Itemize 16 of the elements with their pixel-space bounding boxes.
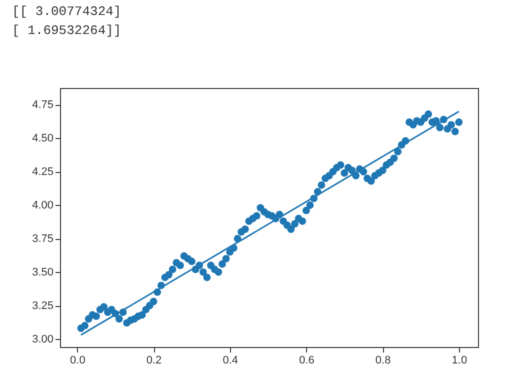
- y-tick-label: 3.25: [32, 300, 54, 312]
- x-tick-label: 0.4: [222, 354, 238, 366]
- x-tick-label: 0.6: [299, 354, 314, 366]
- y-tick-label: 3.50: [32, 266, 54, 279]
- y-tick-label: 3.00: [32, 333, 54, 346]
- y-tick-label: 4.25: [32, 166, 54, 178]
- text: [[ 3.00774324]: [12, 4, 122, 19]
- x-tick-label: 0.0: [70, 354, 86, 366]
- x-tick-label: 1.0: [452, 354, 468, 366]
- text: [ 1.69532264]]: [12, 23, 122, 38]
- x-tick-label: 0.8: [375, 354, 391, 366]
- y-tick-label: 4.75: [32, 99, 54, 112]
- y-tick-label: 4.50: [32, 132, 54, 145]
- y-tick-label: 3.75: [32, 233, 54, 246]
- y-tick-label: 4.00: [32, 200, 54, 212]
- x-tick-label: 0.2: [146, 354, 162, 366]
